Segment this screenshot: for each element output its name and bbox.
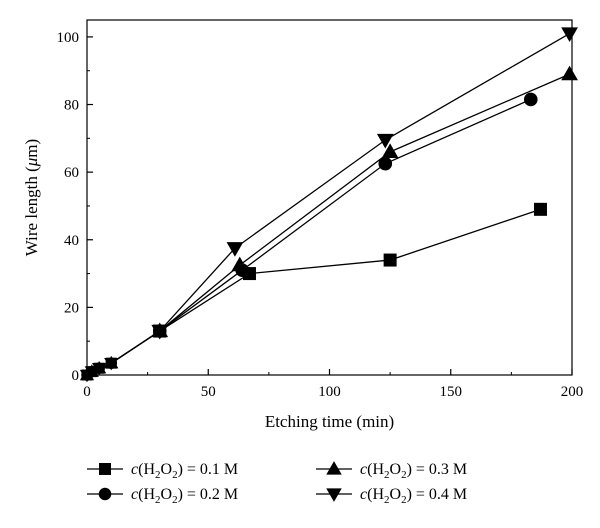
y-tick-label: 100	[57, 30, 80, 46]
legend-label-part: 2	[172, 494, 178, 506]
legend-label-part: ) = 0.1 M	[178, 461, 239, 478]
legend: c(H2O2) = 0.1 Mc(H2O2) = 0.2 Mc(H2O2) = …	[87, 461, 467, 506]
legend-marker-square	[99, 463, 111, 475]
legend-label-part: 2	[384, 494, 390, 506]
legend-label-part: ) = 0.3 M	[407, 461, 468, 478]
legend-label: c(H2O2) = 0.3 M	[360, 461, 467, 481]
legend-label-part: (H	[138, 486, 155, 503]
x-axis-title: Etching time (min)	[265, 412, 394, 431]
x-tick-label: 0	[83, 384, 91, 400]
legend-label-part: c	[360, 486, 367, 503]
y-tick-label: 60	[64, 165, 79, 181]
data-point-triangle-up	[381, 143, 399, 158]
legend-label-part: ) = 0.2 M	[178, 486, 239, 503]
legend-label-part: c	[360, 461, 367, 478]
legend-label-part: 2	[401, 494, 407, 506]
data-point-square	[383, 253, 397, 267]
data-point-triangle-down	[561, 27, 578, 43]
legend-label-part: 2	[155, 469, 161, 481]
legend-label-part: O	[161, 461, 173, 478]
legend-marker-triangle-down	[326, 488, 342, 502]
legend-label-part: (H	[367, 486, 384, 503]
data-point-triangle-down	[92, 363, 107, 376]
y-axis-ticks: 0 20 40 60 80 100	[57, 30, 93, 384]
x-axis-ticks: 0 50 100 150 200	[83, 369, 583, 400]
legend-marker-circle	[98, 487, 112, 501]
x-tick-label: 50	[201, 384, 216, 400]
series-markers	[79, 27, 578, 383]
legend-label: c(H2O2) = 0.2 M	[131, 486, 238, 506]
legend-label: c(H2O2) = 0.4 M	[360, 486, 467, 506]
y-axis-title-prefix: Wire length (	[22, 166, 41, 256]
legend-label-part: 2	[172, 469, 178, 481]
legend-item: c(H2O2) = 0.2 M	[87, 486, 238, 506]
data-point-triangle-down	[151, 324, 169, 340]
data-point-triangle-down	[226, 242, 244, 257]
data-point-triangle-down	[376, 133, 394, 149]
y-tick-label: 40	[64, 233, 79, 249]
data-point-triangle-up	[231, 256, 249, 272]
legend-item: c(H2O2) = 0.1 M	[87, 461, 238, 481]
y-tick-label: 0	[72, 368, 80, 384]
legend-label: c(H2O2) = 0.1 M	[131, 461, 238, 481]
data-point-circle	[378, 156, 393, 171]
legend-label-part: O	[390, 461, 402, 478]
legend-label-part: (H	[138, 461, 155, 478]
legend-label-part: c	[131, 486, 138, 503]
legend-label-part: (H	[367, 461, 384, 478]
legend-label-part: c	[131, 461, 138, 478]
data-point-triangle-down	[84, 366, 99, 379]
data-point-triangle-up	[561, 65, 578, 81]
y-axis-title-suffix: m)	[22, 139, 41, 158]
x-tick-label: 150	[440, 384, 463, 400]
plot-area: 0 50 100 150 200 0 20 40 60 80 100	[57, 19, 583, 400]
x-tick-label: 100	[318, 384, 341, 400]
legend-item: c(H2O2) = 0.4 M	[316, 486, 467, 506]
legend-item: c(H2O2) = 0.3 M	[316, 461, 467, 481]
legend-label-part: 2	[155, 494, 161, 506]
series-line-square	[86, 208, 541, 376]
x-tick-label: 200	[561, 384, 584, 400]
legend-label-part: 2	[401, 469, 407, 481]
y-tick-label: 20	[64, 300, 79, 316]
y-tick-label: 80	[64, 98, 79, 114]
legend-label-part: 2	[384, 469, 390, 481]
y-axis-title-mu: μ	[22, 158, 41, 168]
legend-label-part: O	[161, 486, 173, 503]
legend-marker-triangle-up	[326, 461, 342, 475]
data-point-circle	[523, 92, 538, 107]
y-axis-title: Wire length (μm)	[22, 139, 41, 256]
data-point-square	[533, 202, 547, 216]
legend-label-part: O	[390, 486, 402, 503]
data-point-triangle-down	[104, 357, 119, 371]
legend-label-part: ) = 0.4 M	[407, 486, 468, 503]
